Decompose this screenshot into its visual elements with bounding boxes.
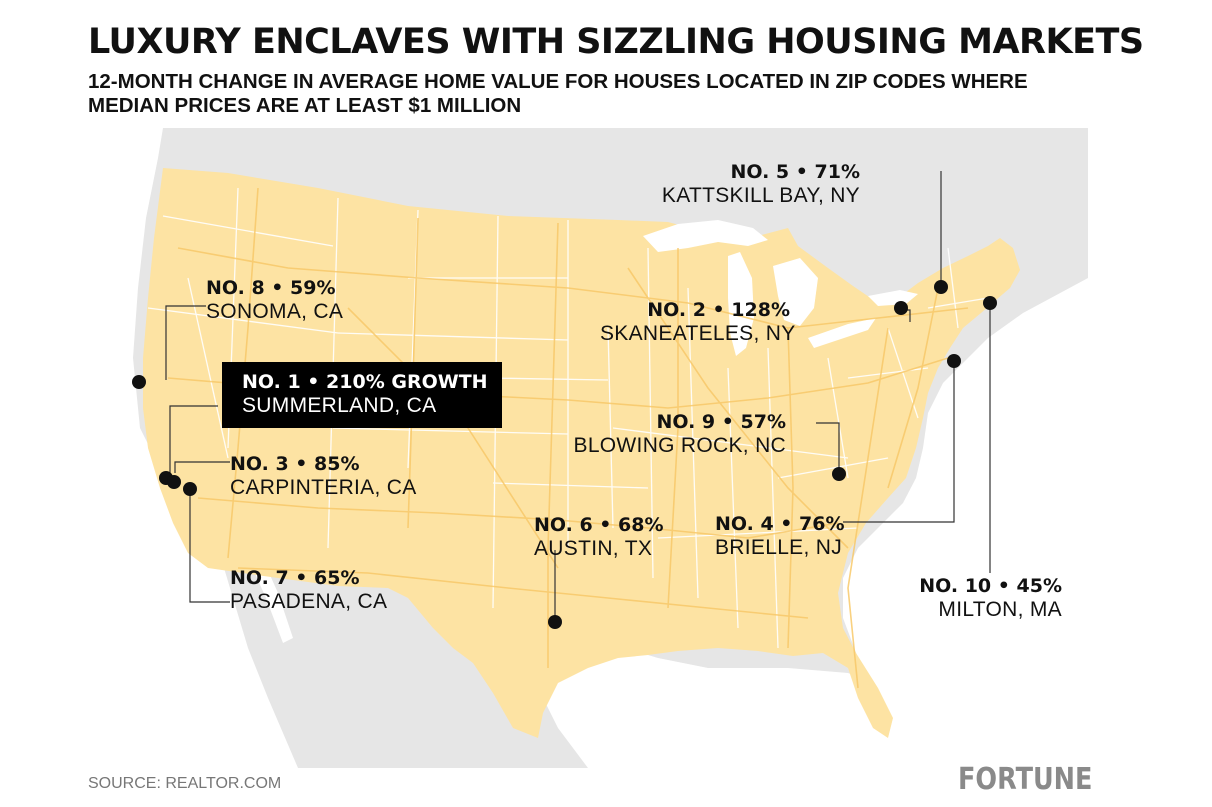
- lake-ontario: [868, 290, 918, 306]
- marker-milton: [983, 296, 997, 310]
- callout-place: AUSTIN, TX: [534, 537, 653, 560]
- callout-rank-10: NO. 10 • 45% MILTON, MA: [908, 574, 1062, 622]
- callout-rank-7: NO. 7 • 65% PASADENA, CA: [230, 566, 387, 614]
- callout-rank-6: NO. 6 • 68% AUSTIN, TX: [534, 513, 664, 561]
- leader-line-6: [816, 422, 840, 471]
- marker-sonoma: [132, 375, 146, 389]
- callout-headline: NO. 10 • 45%: [919, 575, 1062, 597]
- callout-place: MILTON, MA: [938, 598, 1062, 621]
- lake-michigan: [728, 252, 754, 356]
- callout-place: BRIELLE, NJ: [715, 536, 843, 559]
- pacific-ocean: [88, 128, 298, 768]
- callout-rank-3: NO. 3 • 85% CARPINTERIA, CA: [230, 452, 417, 500]
- leader-line-2: [169, 405, 218, 478]
- callout-headline: NO. 9 • 57%: [656, 411, 786, 433]
- callout-rank-8: NO. 8 • 59% SONOMA, CA: [206, 276, 343, 324]
- callout-rank-2: NO. 2 • 128% SKANEATELES, NY: [600, 298, 796, 346]
- callout-rank-1: NO. 1 • 210% GROWTH SUMMERLAND, CA: [222, 362, 502, 428]
- marker-brielle: [947, 354, 961, 368]
- callout-rank-5: NO. 5 • 71% KATTSKILL BAY, NY: [648, 160, 860, 208]
- callout-place: PASADENA, CA: [230, 590, 388, 613]
- marker-kattskill-bay: [934, 280, 948, 294]
- leader-line-3: [174, 461, 230, 473]
- callout-place: KATTSKILL BAY, NY: [661, 184, 860, 207]
- us-map: [88, 128, 1088, 768]
- map-area: NO. 1 • 210% GROWTH SUMMERLAND, CA NO. 2…: [88, 128, 1088, 768]
- leader-line-8: [843, 364, 955, 523]
- callout-headline: NO. 6 • 68%: [534, 514, 664, 536]
- leader-lines: [165, 171, 991, 621]
- callout-headline: NO. 5 • 71%: [730, 161, 860, 183]
- callout-place: BLOWING ROCK, NC: [573, 434, 786, 457]
- leader-line-4: [189, 489, 230, 603]
- callout-headline: NO. 4 • 76%: [715, 513, 845, 535]
- source-note: SOURCE: REALTOR.COM: [88, 775, 282, 792]
- map-title: LUXURY ENCLAVES WITH SIZZLING HOUSING MA…: [88, 22, 1144, 62]
- markers: [132, 280, 997, 629]
- atlantic-ocean: [843, 278, 1088, 768]
- callout-place: SONOMA, CA: [206, 300, 344, 323]
- lake-superior: [643, 220, 768, 252]
- callout-place: SUMMERLAND, CA: [242, 394, 437, 417]
- callout-rank-4: NO. 4 • 76% BRIELLE, NJ: [715, 512, 845, 560]
- marker-blowing-rock: [832, 467, 846, 481]
- callout-headline: NO. 8 • 59%: [206, 277, 336, 299]
- callout-place: SKANEATELES, NY: [600, 322, 796, 345]
- marker-skaneateles: [894, 301, 908, 315]
- fortune-logo: FORTUNE: [958, 762, 1093, 797]
- marker-austin: [548, 615, 562, 629]
- callout-headline: NO. 3 • 85%: [230, 453, 360, 475]
- callout-rank-9: NO. 9 • 57% BLOWING ROCK, NC: [566, 410, 786, 458]
- highways: [167, 187, 969, 689]
- leader-line-1: [165, 305, 206, 380]
- callout-headline: NO. 1 • 210% GROWTH: [242, 371, 488, 393]
- marker-carpinteria: [167, 475, 181, 489]
- callout-place: CARPINTERIA, CA: [230, 476, 417, 499]
- lake-erie: [808, 318, 876, 348]
- callout-headline: NO. 2 • 128%: [647, 299, 790, 321]
- map-subtitle: 12-MONTH CHANGE IN AVERAGE HOME VALUE FO…: [88, 70, 1028, 117]
- marker-pasadena: [183, 482, 197, 496]
- lake-huron: [773, 258, 818, 326]
- callout-headline: NO. 7 • 65%: [230, 567, 360, 589]
- gulf-of-mexico: [528, 643, 918, 768]
